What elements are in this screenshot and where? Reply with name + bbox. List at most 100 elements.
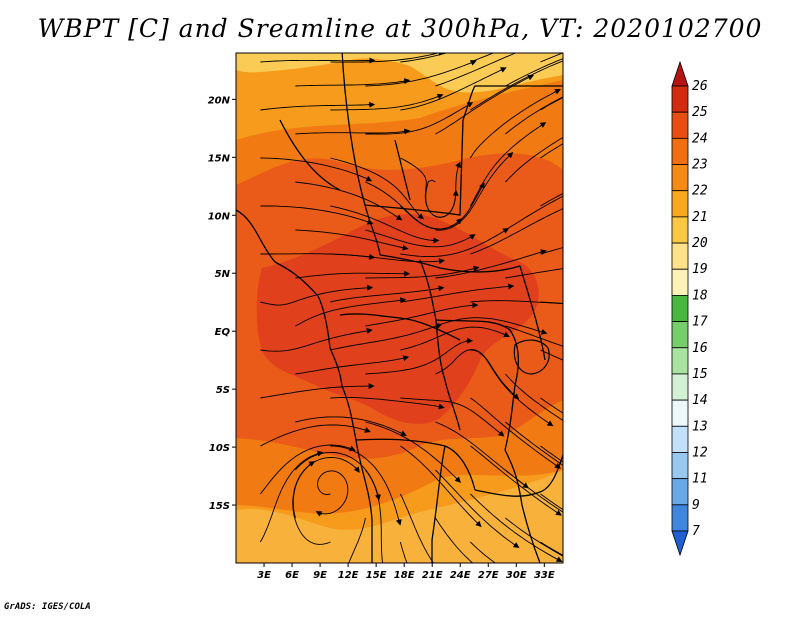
streamline <box>400 285 512 303</box>
lat-tick-label: 5N <box>215 269 231 280</box>
streamline <box>295 357 407 375</box>
streamline-arrow <box>438 258 445 265</box>
streamline <box>330 397 442 408</box>
country-borders <box>236 53 563 563</box>
streamline-arrow <box>437 285 445 292</box>
streamline <box>470 123 545 207</box>
streamline <box>400 397 503 436</box>
streamline-arrow <box>512 542 520 548</box>
streamline <box>575 518 671 576</box>
streamline-arrow <box>401 244 409 251</box>
streamline-arrow <box>527 74 534 81</box>
streamline <box>330 324 440 351</box>
lake-victoria-outline <box>513 339 550 375</box>
streamline <box>365 267 477 279</box>
streamline <box>470 208 563 255</box>
streamline-arrow <box>403 128 411 135</box>
lat-tick-label: EQ <box>215 327 231 338</box>
streamline <box>399 493 434 563</box>
streamline <box>400 326 508 351</box>
streamline <box>505 268 563 279</box>
streamline <box>425 164 460 218</box>
colorbar-segment <box>671 164 689 192</box>
streamline <box>575 326 683 356</box>
lat-tick-label: 15S <box>209 501 230 512</box>
streamline <box>505 421 563 466</box>
colorbar-segment <box>671 321 689 349</box>
streamline-arrow <box>503 331 510 338</box>
streamline-arrow <box>665 530 668 532</box>
colorbar-bottom-arrow <box>671 530 689 557</box>
streamline-arrow <box>554 89 561 95</box>
streamline-arrow <box>554 462 561 469</box>
streamline-arrow <box>631 553 634 555</box>
streamline <box>435 53 517 87</box>
streamline-arrow <box>607 362 611 363</box>
streamline <box>470 300 563 305</box>
colorbar-segment <box>671 190 689 218</box>
streamline-arrow <box>605 44 609 45</box>
lon-tick-label: 6E <box>285 570 299 581</box>
lon-tick-label: 15E <box>366 570 387 581</box>
streamline <box>295 80 408 87</box>
streamline <box>400 445 480 526</box>
streamline-arrow <box>364 427 371 433</box>
streamline <box>295 181 401 220</box>
colorbar-segment <box>671 399 689 427</box>
streamline <box>540 493 563 511</box>
streamline-arrow <box>546 420 554 427</box>
streamline-arrow <box>539 122 547 128</box>
streamline <box>330 253 443 263</box>
streamline-arrow <box>316 450 324 457</box>
streamline <box>260 385 372 399</box>
streamline <box>365 421 460 482</box>
colorbar-segment <box>671 452 689 480</box>
streamline-arrow <box>566 58 570 59</box>
streamline <box>400 184 484 230</box>
streamline-arrow <box>644 32 648 33</box>
streamline-arrow <box>308 461 316 467</box>
colorbar-top-arrow <box>671 60 689 87</box>
streamline-arrow <box>555 509 562 516</box>
colorbar-segment <box>671 216 689 244</box>
streamline <box>295 229 406 249</box>
lon-tick-label: 33E <box>534 570 555 581</box>
colorbar-segment <box>671 347 689 375</box>
streamline <box>575 374 675 425</box>
streamline <box>470 493 561 561</box>
colorbar-label: 17 <box>692 315 708 330</box>
streamline-arrow <box>639 394 643 396</box>
map-frame <box>235 52 564 564</box>
streamline-arrow <box>417 213 424 220</box>
streamline-arrow <box>668 574 671 576</box>
streamline-arrow <box>365 175 373 182</box>
streamline <box>330 95 441 111</box>
wbpt-field-19 <box>236 53 563 93</box>
colorbar-label: 25 <box>692 105 708 120</box>
lat-tick-label: 10S <box>209 443 230 454</box>
colorbar-label: 22 <box>692 184 708 199</box>
streamline-arrow <box>640 69 644 70</box>
streamline-arrow <box>512 393 520 400</box>
longitude-axis: 3E 6E 9E 12E 15E 18E 21E 24E 27E 30E 33E <box>257 563 555 581</box>
streamline <box>575 153 683 182</box>
streamline <box>435 517 474 563</box>
streamline <box>540 192 563 207</box>
streamline-arrow <box>353 466 360 473</box>
streamline-arrow <box>365 327 373 334</box>
streamline <box>505 195 563 231</box>
streamline <box>540 349 563 361</box>
streamline-arrow <box>535 44 539 45</box>
streamline <box>435 153 512 231</box>
streamline <box>540 143 563 159</box>
streamline-arrow <box>593 486 596 488</box>
colorbar-segment <box>671 268 689 296</box>
streamline-arrow <box>455 161 461 169</box>
colorbar: 26 25 24 23 22 21 20 19 18 17 16 15 14 13 12 11 9 7 <box>671 60 708 557</box>
streamline <box>505 136 563 183</box>
streamline <box>575 209 685 230</box>
streamline-arrow <box>468 234 476 240</box>
streamline <box>505 96 563 135</box>
streamline-arrow <box>540 328 548 335</box>
